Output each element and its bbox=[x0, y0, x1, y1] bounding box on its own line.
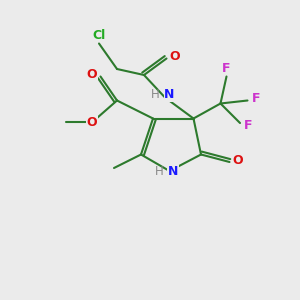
Text: F: F bbox=[252, 92, 260, 106]
Text: N: N bbox=[164, 88, 175, 101]
Text: N: N bbox=[168, 165, 178, 178]
Text: F: F bbox=[222, 61, 231, 75]
Text: O: O bbox=[169, 50, 180, 63]
Text: O: O bbox=[87, 68, 98, 81]
Text: O: O bbox=[232, 154, 243, 167]
Text: Cl: Cl bbox=[92, 28, 106, 42]
Text: H: H bbox=[151, 88, 160, 101]
Text: O: O bbox=[87, 116, 98, 129]
Text: H: H bbox=[155, 165, 164, 178]
Text: F: F bbox=[244, 119, 253, 132]
